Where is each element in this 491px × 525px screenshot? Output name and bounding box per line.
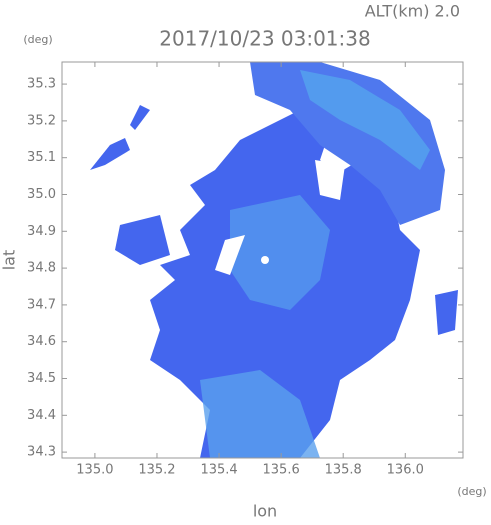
y-tick-label: 34.3 xyxy=(27,445,56,460)
plot-frame xyxy=(61,61,464,459)
x-tick-label: 135.0 xyxy=(76,463,113,478)
y-tick-label: 34.6 xyxy=(27,334,56,349)
echo-gap xyxy=(315,160,345,200)
altitude-label: ALT(km) 2.0 xyxy=(365,2,460,21)
y-tick-label: 35.2 xyxy=(27,113,56,128)
x-tick-label: 136.0 xyxy=(387,463,424,478)
y-unit: (deg) xyxy=(23,33,52,46)
y-tick-label: 34.4 xyxy=(27,408,56,423)
echo-core xyxy=(230,195,330,310)
echo-nw xyxy=(90,138,130,170)
radar-site xyxy=(261,256,269,264)
y-tick-label: 34.7 xyxy=(27,297,56,312)
x-axis-label: lon xyxy=(253,502,277,521)
echo-south xyxy=(200,370,320,458)
echo-west xyxy=(115,215,170,265)
x-tick-label: 135.6 xyxy=(263,463,300,478)
y-axis-label: lat xyxy=(0,250,19,271)
x-tick-label: 135.8 xyxy=(325,463,362,478)
y-tick-label: 35.3 xyxy=(27,77,56,92)
echo-north xyxy=(250,62,445,225)
y-tick-label: 34.5 xyxy=(27,371,56,386)
x-tick-label: 135.4 xyxy=(200,463,237,478)
echo-east xyxy=(435,290,458,335)
x-tick-label: 135.2 xyxy=(138,463,175,478)
y-tick-label: 34.8 xyxy=(27,261,56,276)
echo-gap xyxy=(215,235,245,275)
echo-band xyxy=(300,70,430,170)
y-tick-label: 35.0 xyxy=(27,187,56,202)
echo-speck xyxy=(130,105,150,130)
y-tick-label: 34.9 xyxy=(27,224,56,239)
radar-echo xyxy=(90,62,458,458)
x-unit: (deg) xyxy=(457,485,486,498)
y-tick-label: 35.1 xyxy=(27,150,56,165)
chart-title: 2017/10/23 03:01:38 xyxy=(159,27,370,51)
